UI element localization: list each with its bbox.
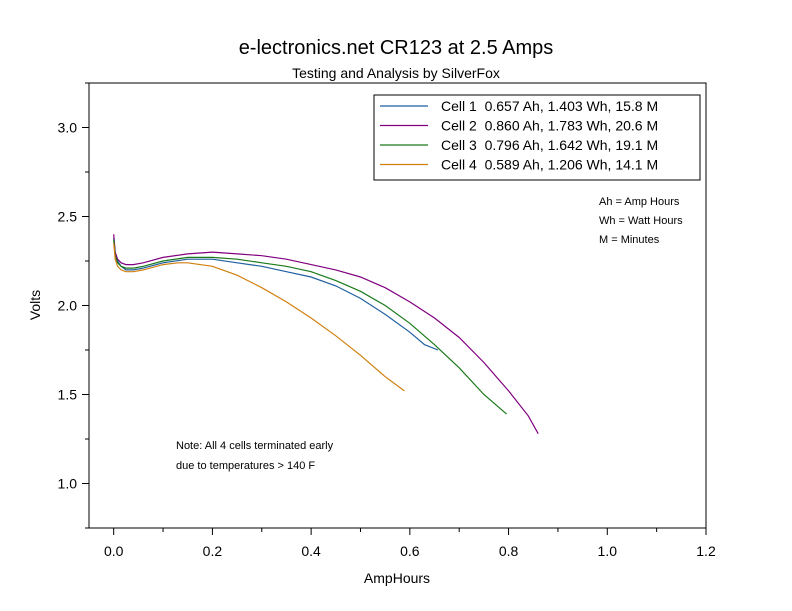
x-tick-label: 0.8 (499, 543, 519, 559)
legend-label-cell-2: Cell 2 0.860 Ah, 1.783 Wh, 20.6 M (441, 118, 658, 134)
y-tick-label: 1.0 (58, 476, 78, 492)
x-tick-label: 1.2 (696, 543, 716, 559)
series-lines (113, 234, 539, 434)
legend-items: Cell 1 0.657 Ah, 1.403 Wh, 15.8 M Cell 2 … (380, 98, 658, 173)
chart-subtitle: Testing and Analysis by SilverFox (292, 65, 500, 81)
annotation-wh: Wh = Watt Hours (599, 215, 683, 227)
x-tick-label: 0.0 (104, 543, 124, 559)
annotation-m: M = Minutes (599, 234, 660, 246)
x-axis-label: AmpHours (364, 570, 430, 586)
series-line-cell-2 (113, 234, 539, 434)
legend-label-cell-1: Cell 1 0.657 Ah, 1.403 Wh, 15.8 M (441, 98, 658, 114)
chart-title: e-lectronics.net CR123 at 2.5 Amps (239, 37, 554, 59)
y-tick-label: 2.5 (58, 209, 78, 225)
series-line-cell-1 (113, 237, 439, 351)
annotation-note-line1: Note: All 4 cells terminated early (176, 440, 334, 452)
x-tick-label: 0.6 (400, 543, 420, 559)
annotation-ah: Ah = Amp Hours (599, 196, 680, 208)
x-tick-label: 0.4 (301, 543, 321, 559)
y-tick-label: 2.0 (58, 298, 78, 314)
axis-ticks: 0.0 0.2 0.4 0.6 0.8 1.0 1.2 1.0 1.5 2.0 2.5 3.0 (58, 82, 716, 559)
series-line-cell-4 (113, 243, 405, 392)
y-tick-label: 1.5 (58, 387, 78, 403)
annotation-note-line2: due to temperatures > 140 F (176, 460, 315, 472)
x-tick-label: 1.0 (598, 543, 618, 559)
legend-box (373, 94, 701, 181)
series-line-cell-3 (113, 239, 507, 415)
x-tick-label: 0.2 (203, 543, 223, 559)
y-axis-label: Volts (27, 290, 43, 320)
legend-label-cell-4: Cell 4 0.589 Ah, 1.206 Wh, 14.1 M (441, 157, 658, 173)
legend-label-cell-3: Cell 3 0.796 Ah, 1.642 Wh, 19.1 M (441, 137, 658, 153)
y-tick-label: 3.0 (58, 120, 78, 136)
legend: Cell 1 0.657 Ah, 1.403 Wh, 15.8 M Cell 2 … (373, 94, 701, 181)
